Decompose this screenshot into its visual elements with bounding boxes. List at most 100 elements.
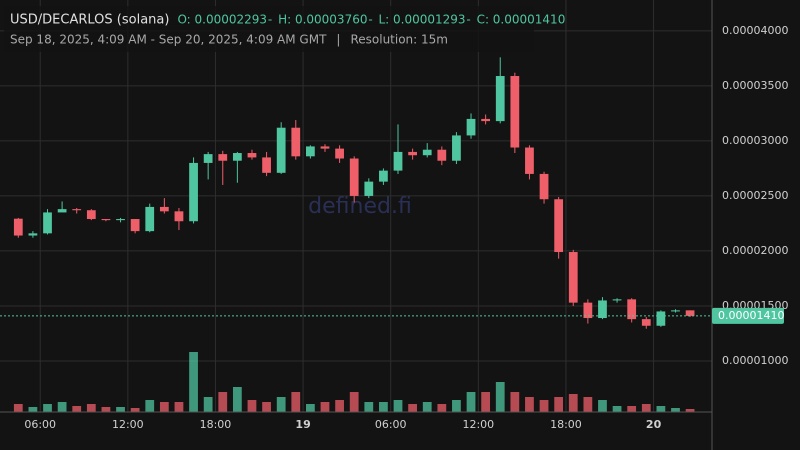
volume-bar	[495, 382, 505, 412]
candle-body	[116, 219, 125, 221]
volume-bar	[203, 397, 213, 412]
volume-bar	[218, 392, 228, 412]
candle-body	[525, 147, 534, 174]
candle-body	[671, 310, 680, 312]
volume-bar	[583, 397, 593, 412]
candle-body	[612, 299, 622, 301]
header-bg	[4, 6, 534, 52]
separator: |	[336, 33, 340, 47]
volume-bar	[101, 407, 111, 412]
x-tick-label: 19	[295, 418, 310, 431]
y-tick-label: 0.00002000	[722, 244, 788, 257]
volume-bar	[364, 402, 374, 412]
volume-bar	[466, 392, 476, 412]
watermark: defined.fi	[308, 194, 412, 219]
ohlc-sep: -	[268, 13, 272, 27]
ohlc-sep: -	[368, 13, 372, 27]
candle-body	[291, 127, 301, 157]
candle-body	[189, 162, 198, 222]
volume-bar	[276, 397, 286, 412]
volume-bar	[554, 397, 564, 412]
candle-body	[306, 146, 315, 157]
candle-body	[28, 233, 38, 236]
volume-bar	[671, 408, 680, 412]
candle-body	[72, 209, 82, 211]
volume-bar	[525, 397, 534, 412]
candle-body	[598, 300, 607, 319]
ohlc-value: H: 0.00003760	[278, 13, 367, 27]
last-price-label: 0.00001410	[718, 309, 784, 322]
candle-body	[159, 206, 169, 212]
candle-body	[218, 154, 228, 161]
candle-body	[276, 127, 286, 173]
x-tick-label: 18:00	[550, 418, 582, 431]
volume-bar	[481, 392, 491, 412]
volume-bar	[627, 406, 637, 412]
y-tick-label: 0.00003000	[722, 134, 788, 147]
volume-bar	[685, 409, 695, 412]
candle-body	[349, 158, 359, 196]
ohlc-value: C: 0.00001410	[477, 13, 566, 27]
volume-bar	[408, 404, 417, 412]
candle-body	[510, 76, 520, 148]
candle-body	[86, 210, 96, 220]
x-tick-label: 12:00	[112, 418, 144, 431]
candle-body	[422, 149, 432, 156]
volume-bar	[72, 406, 82, 412]
candle-body	[466, 118, 476, 136]
candle-body	[232, 153, 242, 161]
volume-bar	[598, 400, 607, 412]
candle-body	[452, 135, 461, 161]
candle-body	[130, 219, 140, 232]
volume-bar	[130, 408, 140, 412]
volume-bar	[232, 387, 242, 412]
last-price-tag	[712, 307, 784, 324]
x-tick-label: 20	[646, 418, 662, 431]
candle-body	[393, 151, 403, 171]
candle-body	[437, 149, 447, 161]
y-tick-label: 0.00002500	[722, 189, 788, 202]
candle-body	[145, 206, 155, 232]
candle-body	[627, 299, 637, 320]
volume-bar	[291, 392, 301, 412]
candle-body	[554, 199, 564, 253]
candle-body	[320, 146, 330, 149]
candle-body	[685, 310, 695, 316]
candle-body	[262, 157, 271, 173]
volume-bar	[174, 402, 184, 412]
y-tick-label: 0.00004000	[722, 24, 788, 37]
x-tick-label: 12:00	[462, 418, 494, 431]
subtitle: Sep 18, 2025, 4:09 AM - Sep 20, 2025, 4:…	[10, 33, 327, 47]
volume-bar	[335, 400, 344, 412]
candle-body	[583, 302, 593, 319]
volume-bar	[116, 407, 125, 412]
candle-body	[656, 311, 666, 326]
volume-bar	[13, 404, 23, 412]
volume-bar	[437, 404, 447, 412]
volume-bar	[145, 400, 155, 412]
volume-bar	[539, 400, 549, 412]
volume-bar	[349, 392, 359, 412]
resolution: Resolution: 15m	[350, 33, 448, 47]
candle-body	[364, 181, 374, 196]
candle-body	[335, 148, 344, 159]
volume-bar	[510, 392, 520, 412]
volume-bar	[28, 407, 38, 412]
x-tick-label: 06:00	[24, 418, 56, 431]
candle-body	[641, 319, 651, 326]
candle-body	[568, 252, 578, 303]
volume-bar	[159, 402, 169, 412]
ohlc-value: L: 0.00001293	[378, 13, 465, 27]
volume-bar	[320, 402, 330, 412]
title: USD/DECARLOS (solana)	[10, 13, 169, 28]
volume-bar	[612, 406, 622, 412]
volume-bar	[568, 394, 578, 412]
candle-body	[481, 118, 491, 122]
candle-body	[379, 170, 388, 182]
volume-bar	[393, 400, 403, 412]
volume-bar	[43, 404, 52, 412]
candle-body	[539, 173, 549, 200]
volume-bar	[86, 404, 96, 412]
